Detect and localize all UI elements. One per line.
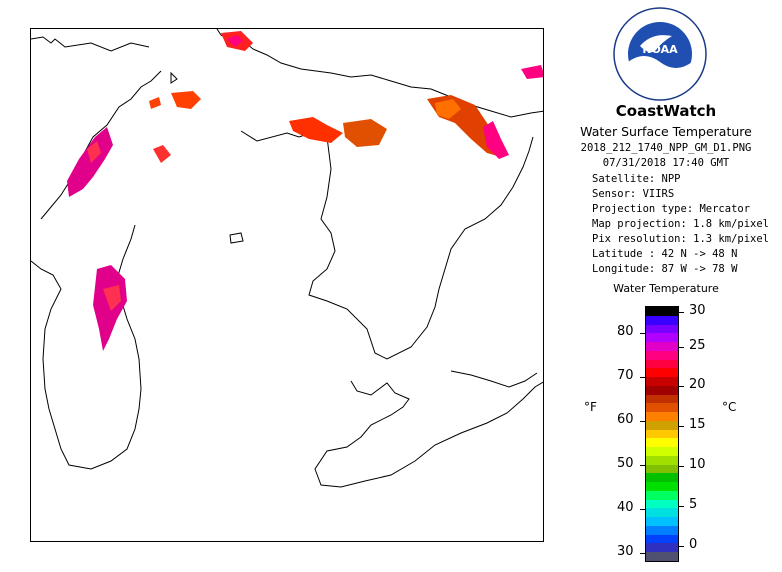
colorbar-step	[646, 350, 678, 361]
colorbar-step	[646, 447, 678, 457]
celsius-tick-mark	[679, 546, 684, 547]
fahrenheit-tick-label: 70	[617, 368, 634, 383]
colorbar-step	[646, 342, 678, 352]
celsius-tick-mark	[679, 347, 684, 348]
filename: 2018_212_1740_NPP_GM_D1.PNG	[580, 142, 752, 154]
sst-patches	[67, 31, 543, 351]
sensor-line: Sensor: VIIRS	[592, 188, 675, 200]
colorbar-step	[646, 324, 678, 334]
colorbar-step	[646, 385, 678, 396]
coast-upper	[216, 29, 543, 118]
unit-fahrenheit: °F	[584, 400, 597, 414]
celsius-tick-mark	[679, 386, 684, 387]
coast-lake-erie	[314, 380, 543, 488]
pix-resolution-line: Pix resolution: 1.3 km/pixel	[592, 233, 770, 245]
colorbar-step	[646, 315, 678, 325]
fahrenheit-tick-mark	[640, 421, 645, 422]
fahrenheit-tick-mark	[640, 333, 645, 334]
fahrenheit-tick-mark	[640, 553, 645, 554]
colorbar-step	[646, 438, 678, 448]
celsius-tick-label: 30	[689, 303, 706, 318]
celsius-tick-label: 5	[689, 497, 698, 512]
datetime: 07/31/2018 17:40 GMT	[602, 157, 730, 169]
colorbar-step	[646, 490, 678, 501]
celsius-tick-label: 0	[689, 537, 698, 552]
temperature-colorbar	[645, 306, 679, 562]
colorbar-step	[646, 534, 678, 544]
coast-north-left	[31, 36, 150, 52]
colorbar-step	[646, 525, 678, 536]
fahrenheit-tick-label: 60	[617, 412, 634, 427]
colorbar-step	[646, 377, 678, 387]
colorbar-step	[646, 412, 678, 422]
noaa-logo: NOAA	[613, 7, 707, 101]
brand-title: CoastWatch	[615, 102, 717, 120]
satellite-line: Satellite: NPP	[592, 173, 681, 185]
celsius-tick-mark	[679, 506, 684, 507]
map-panel	[30, 28, 544, 542]
fahrenheit-tick-label: 30	[617, 544, 634, 559]
coast-ontario	[450, 370, 538, 388]
colorbar-step	[646, 403, 678, 413]
unit-celsius: °C	[722, 400, 737, 414]
longitude-line: Longitude: 87 W -> 78 W	[592, 263, 738, 275]
colorbar-step	[646, 368, 678, 378]
legend-title: Water Temperature	[613, 282, 719, 295]
colorbar-step	[646, 552, 678, 562]
fahrenheit-tick-mark	[640, 465, 645, 466]
fahrenheit-tick-mark	[640, 377, 645, 378]
latitude-line: Latitude : 42 N -> 48 N	[592, 248, 738, 260]
colorbar-step	[646, 429, 678, 439]
colorbar-step	[646, 464, 678, 474]
celsius-tick-label: 15	[689, 417, 706, 432]
celsius-tick-label: 10	[689, 457, 706, 472]
colorbar-step	[646, 455, 678, 466]
island-2	[170, 71, 178, 84]
fahrenheit-tick-label: 40	[617, 500, 634, 515]
fahrenheit-tick-mark	[640, 509, 645, 510]
coast-lake-michigan	[31, 224, 142, 470]
celsius-tick-mark	[679, 312, 684, 313]
colorbar-step	[646, 473, 678, 483]
celsius-tick-label: 25	[689, 338, 706, 353]
island-1	[229, 232, 244, 244]
colorbar-step	[646, 543, 678, 553]
celsius-tick-mark	[679, 466, 684, 467]
fahrenheit-tick-label: 80	[617, 324, 634, 339]
colorbar-step	[646, 420, 678, 431]
logo-center-text: NOAA	[642, 43, 678, 56]
coast-lake-huron	[240, 130, 534, 360]
celsius-tick-mark	[679, 426, 684, 427]
colorbar-step	[646, 394, 678, 404]
map-projection-line: Map projection: 1.8 km/pixel	[592, 218, 770, 230]
coastlines	[31, 29, 543, 488]
colorbar-step	[646, 359, 678, 369]
great-lakes-map	[31, 29, 543, 488]
product-subtitle: Water Surface Temperature	[580, 124, 752, 139]
colorbar-step	[646, 482, 678, 492]
colorbar-step	[646, 307, 678, 317]
colorbar-step	[646, 517, 678, 527]
colorbar-step	[646, 508, 678, 518]
coast-lm-west-top	[40, 70, 162, 220]
projection-type-line: Projection type: Mercator	[592, 203, 751, 215]
fahrenheit-tick-label: 50	[617, 456, 634, 471]
celsius-tick-label: 20	[689, 377, 706, 392]
colorbar-step	[646, 333, 678, 343]
colorbar-step	[646, 499, 678, 509]
